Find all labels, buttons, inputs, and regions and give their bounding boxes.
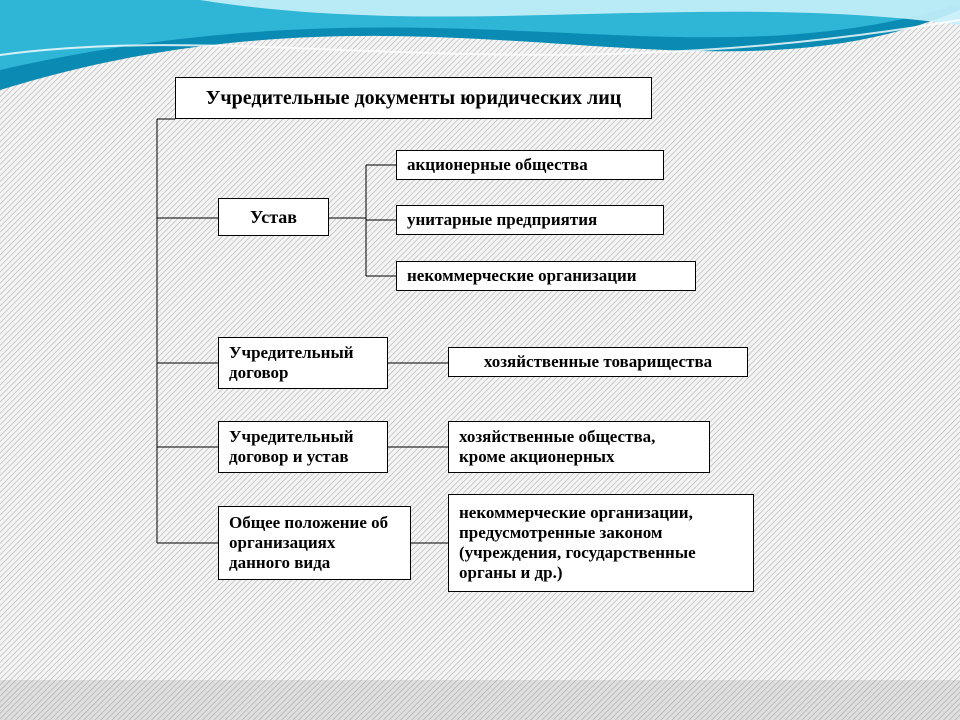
- node-agreement-and-charter-label: Учредительный договор и устав: [229, 427, 377, 467]
- node-root-label: Учредительные документы юридических лиц: [206, 87, 622, 110]
- node-ustav-label: Устав: [250, 207, 297, 228]
- node-agreement-and-charter-child-label: хозяйственные общества, кроме акционерны…: [459, 427, 699, 467]
- node-founding-agreement: Учредительный договор: [218, 337, 388, 389]
- node-ustav-child-3: некоммерческие организации: [396, 261, 696, 291]
- node-ustav-child-3-label: некоммерческие организации: [407, 266, 637, 286]
- node-general-provision: Общее положение об организациях данного …: [218, 506, 411, 580]
- node-agreement-and-charter: Учредительный договор и устав: [218, 421, 388, 473]
- node-agreement-and-charter-child: хозяйственные общества, кроме акционерны…: [448, 421, 710, 473]
- node-ustav: Устав: [218, 198, 329, 236]
- node-founding-agreement-label: Учредительный договор: [229, 343, 377, 383]
- node-general-provision-child: некоммерческие организации, предусмотрен…: [448, 494, 754, 592]
- node-ustav-child-1: акционерные общества: [396, 150, 664, 180]
- node-ustav-child-2: унитарные предприятия: [396, 205, 664, 235]
- node-ustav-child-2-label: унитарные предприятия: [407, 210, 597, 230]
- node-general-provision-label: Общее положение об организациях данного …: [229, 513, 400, 573]
- node-founding-agreement-child-label: хозяйственные товарищества: [484, 352, 712, 372]
- node-root: Учредительные документы юридических лиц: [175, 77, 652, 119]
- node-general-provision-child-label: некоммерческие организации, предусмотрен…: [459, 503, 743, 583]
- node-ustav-child-1-label: акционерные общества: [407, 155, 588, 175]
- node-founding-agreement-child: хозяйственные товарищества: [448, 347, 748, 377]
- diagram-stage: Учредительные документы юридических лиц …: [0, 0, 960, 720]
